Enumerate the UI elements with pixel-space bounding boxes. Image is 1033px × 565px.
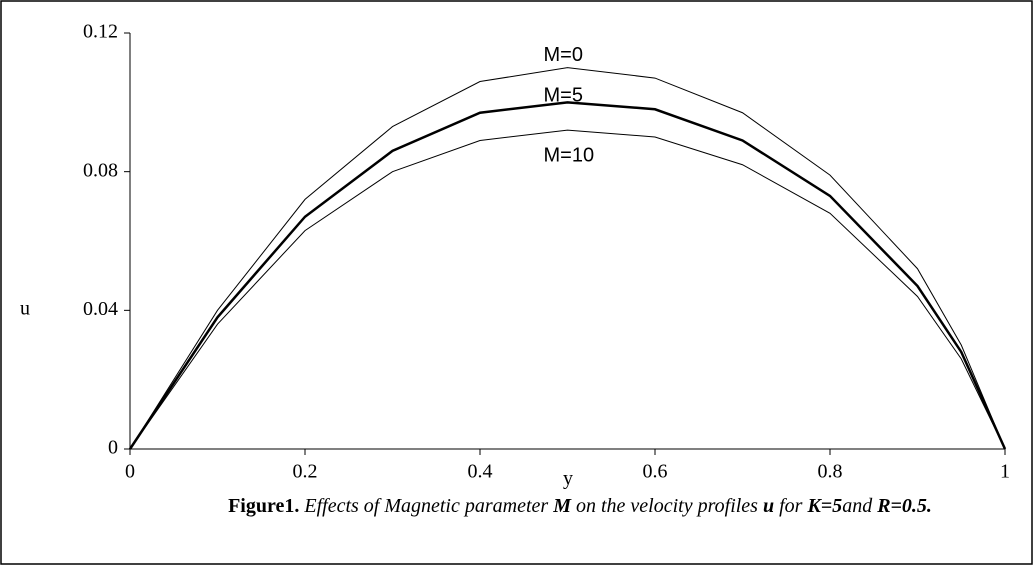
caption-part: for (774, 495, 807, 517)
y-tick-label: 0.04 (83, 298, 118, 320)
y-tick-label: 0.08 (83, 159, 118, 181)
x-tick-label: 0.8 (818, 461, 843, 483)
y-tick-label: 0 (108, 437, 118, 459)
caption-part: Effects of Magnetic parameter (299, 495, 553, 517)
x-axis-label: y (563, 468, 573, 490)
caption-part: on the velocity profiles (571, 495, 763, 517)
line-series (129, 67, 1006, 450)
caption-part: and (842, 495, 877, 517)
x-tick-label: 0 (125, 461, 135, 483)
caption: Figure1. Effects of Magnetic parameter M… (228, 495, 932, 517)
caption-part: u (763, 495, 774, 517)
x-tick-label: 1 (1000, 461, 1010, 483)
caption-part: R=0.5. (876, 495, 932, 517)
caption-part: M (552, 495, 572, 517)
x-tick-label: 0.4 (468, 461, 493, 483)
series-label: M=0 (544, 44, 583, 66)
series-label: M=5 (544, 85, 583, 107)
line-series (129, 129, 1006, 450)
y-axis-label: u (20, 298, 30, 320)
caption-part: K=5 (806, 495, 842, 517)
line-series (128, 101, 1007, 450)
x-tick-label: 0.2 (293, 461, 318, 483)
series-label: M=10 (544, 144, 595, 166)
y-tick-label: 0.12 (83, 21, 118, 43)
caption-part: Figure1. (228, 495, 299, 517)
x-tick-label: 0.6 (643, 461, 668, 483)
